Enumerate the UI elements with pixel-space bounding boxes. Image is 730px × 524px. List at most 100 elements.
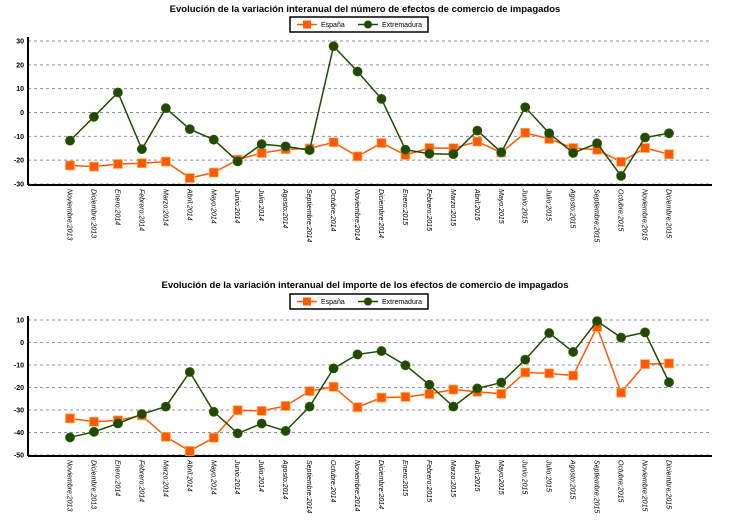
data-point-extremadura: [89, 111, 99, 122]
data-point-extremadura: [376, 346, 387, 356]
x-tick-label: Noviembre:2015: [641, 460, 648, 511]
data-point-extremadura: [520, 102, 531, 113]
data-point-espana: [184, 173, 195, 183]
data-point-espana: [376, 138, 387, 148]
legend-marker-square: [303, 297, 311, 306]
x-tick-label: Febrero:2014: [137, 460, 144, 502]
data-point-espana: [160, 156, 171, 167]
y-tick-label: 0: [20, 110, 24, 117]
x-tick-label: Diciembre:2015: [665, 189, 672, 238]
data-point-espana: [640, 143, 650, 153]
x-tick-label: Junio:2015: [521, 459, 528, 494]
x-tick-label: Abril:2015: [473, 188, 480, 221]
data-point-espana: [304, 386, 315, 397]
x-tick-label: Septiembre:2015: [593, 189, 600, 242]
data-point-extremadura: [400, 360, 411, 371]
y-tick-label: -20: [14, 158, 24, 165]
x-tick-label: Octubre:2014: [329, 189, 336, 232]
data-point-espana: [160, 431, 171, 442]
data-point-extremadura: [592, 138, 603, 149]
data-point-espana: [136, 158, 147, 169]
data-point-extremadura: [568, 148, 579, 158]
legend: España Extremadura: [289, 293, 429, 310]
legend-marker-circle: [364, 20, 372, 29]
data-point-espana: [640, 359, 650, 370]
data-point-espana: [328, 137, 339, 148]
data-point-extremadura: [496, 377, 507, 388]
data-point-espana: [208, 432, 219, 443]
data-point-extremadura: [544, 128, 555, 139]
data-point-extremadura: [232, 156, 243, 167]
x-tick-label: Julio:2014: [257, 459, 264, 492]
data-point-extremadura: [328, 363, 339, 374]
x-tick-label: Agosto:2015: [569, 459, 576, 499]
data-point-extremadura: [208, 134, 219, 145]
data-point-extremadura: [376, 94, 387, 104]
data-point-espana: [520, 127, 531, 138]
data-point-espana: [400, 392, 411, 402]
data-point-espana: [256, 405, 267, 416]
legend-marker-square: [303, 20, 311, 29]
data-point-extremadura: [448, 149, 459, 160]
data-point-extremadura: [592, 316, 603, 327]
x-tick-label: Marzo:2015: [449, 460, 456, 497]
x-tick-label: Octubre:2014: [329, 460, 336, 503]
y-tick-label: 30: [16, 39, 24, 46]
x-tick-label: Agosto:2015: [569, 188, 576, 228]
x-tick-label: Marzo:2014: [161, 460, 168, 497]
data-point-extremadura: [256, 139, 267, 150]
legend-label: Extremadura: [382, 299, 422, 306]
data-point-extremadura: [328, 41, 339, 52]
x-tick-label: Agosto:2014: [281, 188, 288, 228]
data-point-espana: [328, 381, 339, 392]
data-point-extremadura: [640, 132, 650, 143]
data-point-extremadura: [280, 426, 291, 436]
data-point-extremadura: [496, 147, 507, 158]
x-tick-label: Octubre:2015: [617, 189, 624, 232]
legend-label: España: [321, 299, 345, 306]
data-point-extremadura: [424, 148, 435, 159]
data-point-espana: [544, 368, 555, 379]
x-tick-label: Enero:2015: [401, 189, 408, 225]
x-tick-label: Noviembre:2014: [353, 460, 360, 511]
x-tick-label: Noviembre:2015: [641, 189, 648, 240]
y-tick-label: 20: [16, 62, 24, 69]
x-tick-label: Agosto:2014: [281, 459, 288, 499]
chart-title: Evolución de la variación interanual del…: [161, 280, 568, 291]
data-point-extremadura: [208, 406, 219, 417]
y-tick-label: -30: [14, 408, 24, 415]
y-tick-label: 0: [20, 340, 24, 347]
data-point-extremadura: [160, 401, 171, 412]
data-point-espana: [89, 416, 99, 427]
x-tick-label: Enero:2015: [401, 460, 408, 496]
data-point-extremadura: [352, 66, 363, 77]
x-tick-label: Julio:2014: [257, 188, 264, 221]
legend-label: España: [321, 22, 345, 29]
x-tick-label: Junio:2014: [233, 188, 240, 223]
data-point-extremadura: [544, 328, 555, 338]
data-point-extremadura: [568, 347, 579, 357]
chart-2: Evolución de la variación interanual del…: [14, 280, 712, 513]
series-line-extremadura: [69, 320, 670, 439]
data-point-espana: [520, 367, 531, 378]
data-point-extremadura: [113, 87, 123, 98]
y-tick-label: -30: [14, 182, 24, 189]
data-point-espana: [208, 167, 219, 178]
data-point-extremadura: [256, 418, 267, 429]
series-line-espana: [69, 325, 670, 452]
x-tick-label: Febrero:2015: [425, 189, 432, 231]
series-line-espana: [69, 131, 670, 179]
data-point-extremadura: [184, 124, 195, 135]
x-tick-label: Septiembre:2014: [305, 460, 312, 513]
data-point-espana: [664, 149, 674, 160]
data-point-espana: [113, 159, 123, 169]
y-tick-label: 10: [16, 318, 24, 325]
x-tick-label: Abril:2014: [185, 459, 192, 492]
legend-marker-circle: [364, 297, 372, 306]
x-tick-label: Diciembre:2014: [377, 460, 384, 509]
chart-title: Evolución de la variación interanual del…: [170, 4, 561, 15]
data-point-extremadura: [400, 144, 411, 155]
data-point-extremadura: [472, 383, 483, 394]
data-point-extremadura: [160, 103, 171, 114]
